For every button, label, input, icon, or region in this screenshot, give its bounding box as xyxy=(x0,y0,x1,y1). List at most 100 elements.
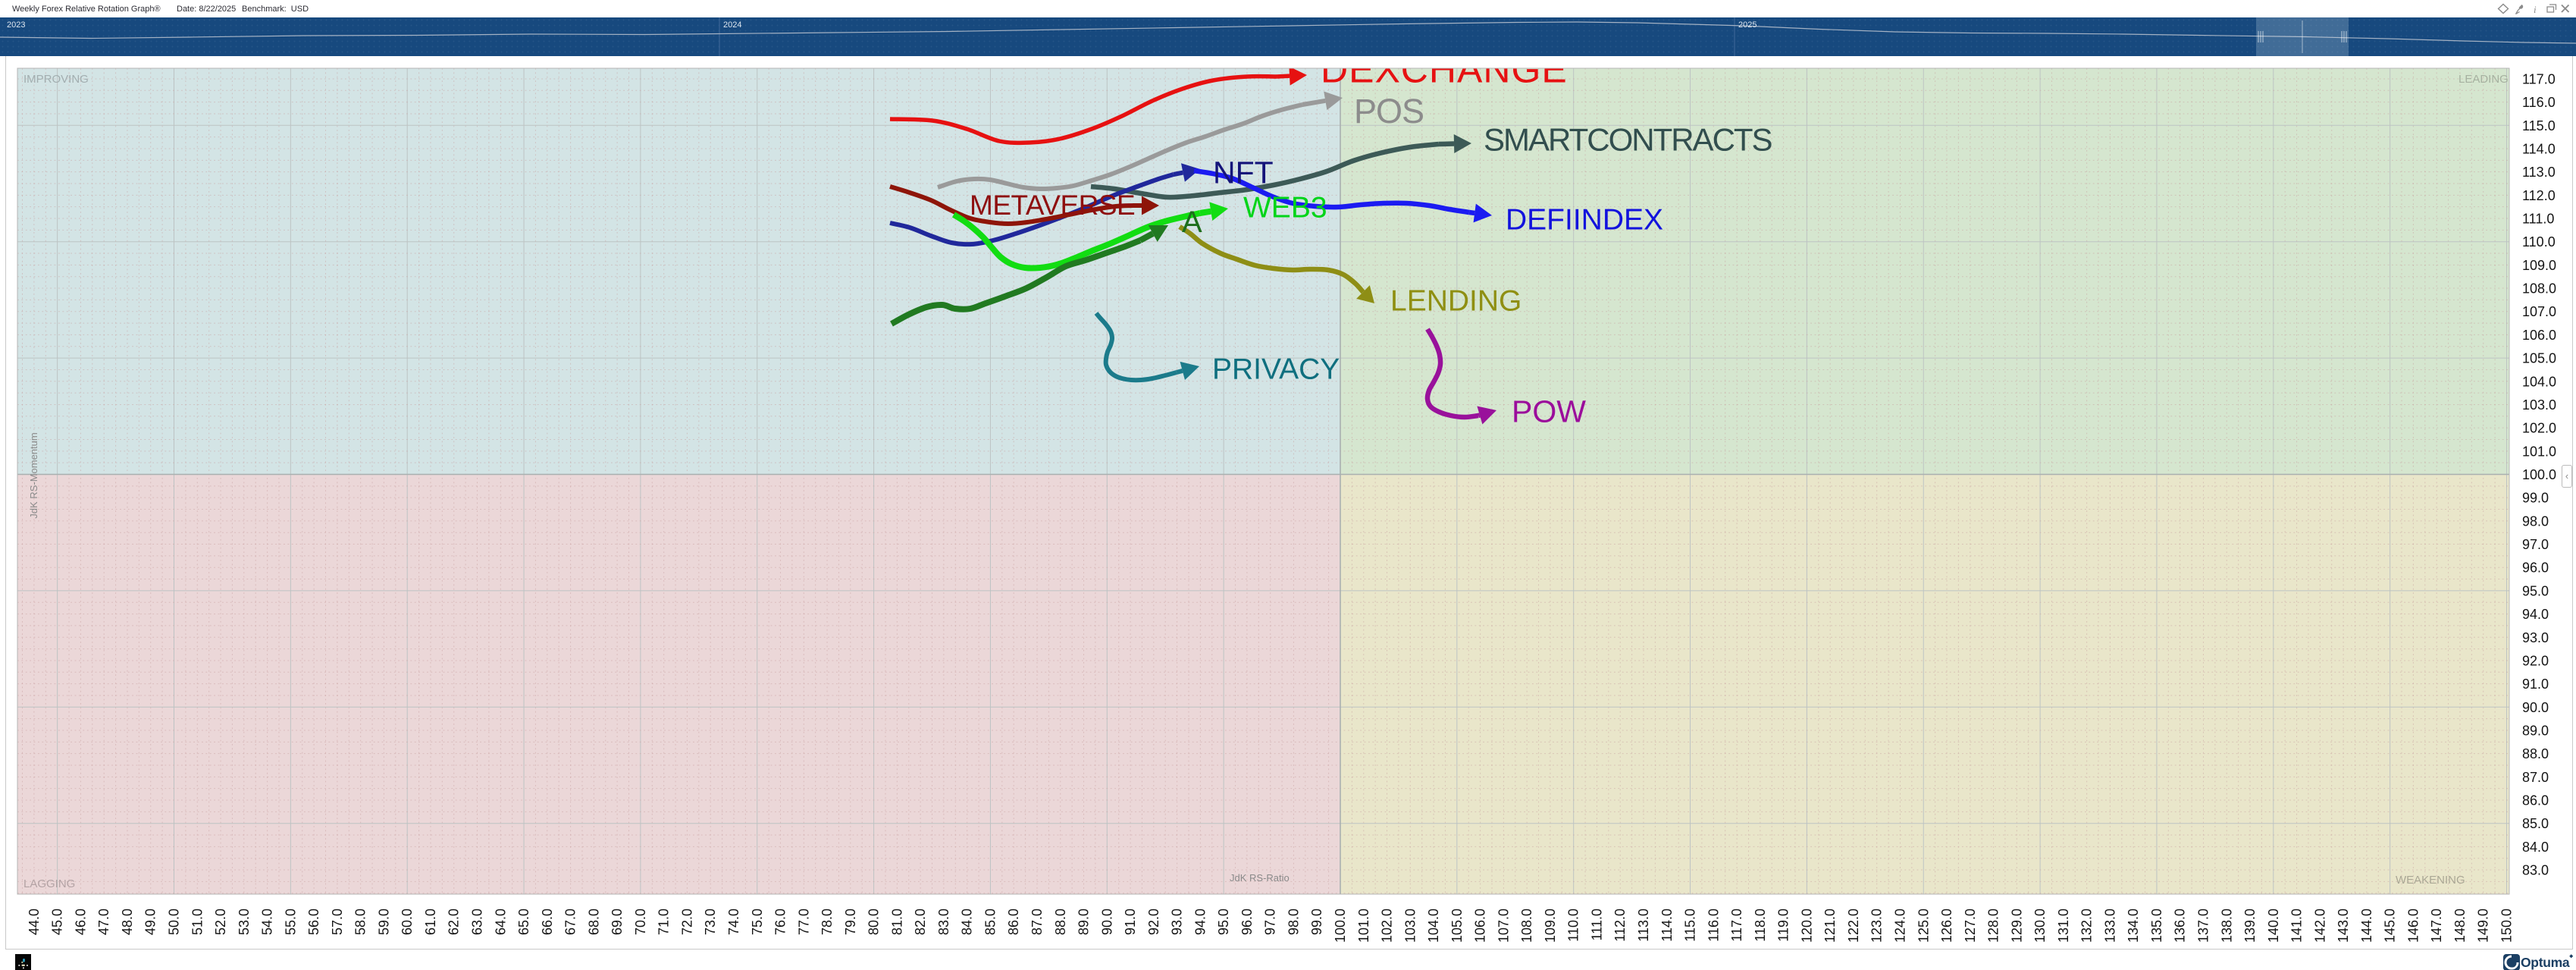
svg-text:101.0: 101.0 xyxy=(2522,444,2556,459)
svg-text:NFT: NFT xyxy=(1213,155,1274,190)
svg-text:114.0: 114.0 xyxy=(1659,909,1675,942)
svg-text:56.0: 56.0 xyxy=(306,909,321,935)
svg-text:53.0: 53.0 xyxy=(237,909,252,935)
svg-text:45.0: 45.0 xyxy=(50,909,65,935)
svg-text:57.0: 57.0 xyxy=(330,909,345,935)
svg-text:146.0: 146.0 xyxy=(2405,909,2421,943)
svg-text:121.0: 121.0 xyxy=(1822,909,1838,943)
svg-text:93.0: 93.0 xyxy=(2522,630,2549,645)
svg-text:84.0: 84.0 xyxy=(2522,840,2549,855)
svg-text:113.0: 113.0 xyxy=(2522,165,2556,180)
svg-text:89.0: 89.0 xyxy=(2522,723,2549,738)
svg-text:81.0: 81.0 xyxy=(889,909,904,935)
svg-text:88.0: 88.0 xyxy=(2522,746,2549,761)
svg-text:66.0: 66.0 xyxy=(540,909,555,935)
svg-text:44.0: 44.0 xyxy=(27,909,42,935)
svg-text:109.0: 109.0 xyxy=(1543,909,1558,943)
svg-text:51.0: 51.0 xyxy=(190,909,205,935)
svg-text:47.0: 47.0 xyxy=(96,909,111,935)
svg-text:90.0: 90.0 xyxy=(2522,700,2549,715)
svg-text:101.0: 101.0 xyxy=(1356,909,1371,943)
svg-text:142.0: 142.0 xyxy=(2312,909,2327,943)
svg-text:100.0: 100.0 xyxy=(1333,909,1348,943)
svg-text:137.0: 137.0 xyxy=(2195,909,2211,943)
svg-text:POW: POW xyxy=(1512,394,1586,428)
svg-text:111.0: 111.0 xyxy=(1589,909,1604,940)
svg-text:108.0: 108.0 xyxy=(2522,281,2556,297)
svg-text:115.0: 115.0 xyxy=(1683,909,1698,942)
svg-text:134.0: 134.0 xyxy=(2126,909,2141,943)
svg-text:127.0: 127.0 xyxy=(1963,909,1978,943)
svg-text:WEB3: WEB3 xyxy=(1243,192,1327,224)
svg-text:128.0: 128.0 xyxy=(1986,909,2001,943)
svg-text:124.0: 124.0 xyxy=(1892,909,1907,943)
svg-text:65.0: 65.0 xyxy=(516,909,531,935)
svg-text:96.0: 96.0 xyxy=(1239,909,1255,935)
svg-text:75.0: 75.0 xyxy=(750,909,765,935)
svg-text:114.0: 114.0 xyxy=(2522,141,2556,156)
svg-text:144.0: 144.0 xyxy=(2359,909,2374,943)
svg-text:77.0: 77.0 xyxy=(796,909,811,935)
svg-text:90.0: 90.0 xyxy=(1099,909,1114,935)
svg-text:122.0: 122.0 xyxy=(1846,909,1861,943)
svg-text:112.0: 112.0 xyxy=(1612,909,1628,942)
svg-text:113.0: 113.0 xyxy=(1636,909,1651,942)
svg-text:138.0: 138.0 xyxy=(2219,909,2234,943)
svg-text:117.0: 117.0 xyxy=(1729,909,1744,942)
svg-text:92.0: 92.0 xyxy=(2522,653,2549,668)
svg-text:73.0: 73.0 xyxy=(703,909,718,935)
svg-text:LENDING: LENDING xyxy=(1390,285,1521,318)
svg-text:107.0: 107.0 xyxy=(1496,909,1511,943)
svg-text:133.0: 133.0 xyxy=(2102,909,2117,943)
svg-text:96.0: 96.0 xyxy=(2522,560,2549,576)
svg-text:89.0: 89.0 xyxy=(1076,909,1092,935)
svg-text:135.0: 135.0 xyxy=(2149,909,2164,943)
svg-text:94.0: 94.0 xyxy=(2522,607,2549,622)
svg-text:68.0: 68.0 xyxy=(586,909,601,935)
svg-text:91.0: 91.0 xyxy=(1123,909,1138,935)
svg-text:54.0: 54.0 xyxy=(260,909,275,935)
svg-text:i: i xyxy=(2534,4,2537,15)
svg-text:145.0: 145.0 xyxy=(2383,909,2398,943)
svg-text:97.0: 97.0 xyxy=(1263,909,1278,935)
svg-text:46.0: 46.0 xyxy=(73,909,88,935)
svg-text:91.0: 91.0 xyxy=(2522,676,2549,692)
svg-text:110.0: 110.0 xyxy=(1566,909,1581,942)
svg-text:117.0: 117.0 xyxy=(2522,71,2556,86)
svg-text:85.0: 85.0 xyxy=(982,909,998,935)
svg-text:59.0: 59.0 xyxy=(376,909,391,935)
svg-text:147.0: 147.0 xyxy=(2429,909,2444,943)
svg-text:126.0: 126.0 xyxy=(1939,909,1954,943)
svg-text:PRIVACY: PRIVACY xyxy=(1212,353,1340,386)
svg-text:52.0: 52.0 xyxy=(213,909,228,935)
svg-text:97.0: 97.0 xyxy=(2522,537,2549,552)
svg-text:136.0: 136.0 xyxy=(2173,909,2188,943)
svg-text:58.0: 58.0 xyxy=(353,909,368,935)
svg-text:DEXCHANGE: DEXCHANGE xyxy=(1321,49,1568,91)
svg-text:55.0: 55.0 xyxy=(283,909,298,935)
svg-text:48.0: 48.0 xyxy=(120,909,135,935)
svg-text:103.0: 103.0 xyxy=(1402,909,1418,943)
svg-text:148.0: 148.0 xyxy=(2452,909,2468,943)
svg-text:129.0: 129.0 xyxy=(2009,909,2024,943)
svg-text:99.0: 99.0 xyxy=(2522,491,2549,506)
svg-text:110.0: 110.0 xyxy=(2522,234,2556,250)
svg-text:79.0: 79.0 xyxy=(843,909,858,935)
svg-text:85.0: 85.0 xyxy=(2522,816,2549,831)
svg-text:115.0: 115.0 xyxy=(2522,118,2556,133)
svg-text:POS: POS xyxy=(1354,92,1424,130)
svg-text:DEFIINDEX: DEFIINDEX xyxy=(1506,204,1663,237)
svg-text:112.0: 112.0 xyxy=(2522,188,2556,203)
svg-text:87.0: 87.0 xyxy=(1029,909,1045,935)
svg-text:125.0: 125.0 xyxy=(1916,909,1931,943)
svg-text:140.0: 140.0 xyxy=(2266,909,2281,943)
svg-text:METAVERSE: METAVERSE xyxy=(970,190,1135,221)
svg-text:83.0: 83.0 xyxy=(936,909,951,935)
svg-text:78.0: 78.0 xyxy=(819,909,835,935)
svg-text:SMARTCONTRACTS: SMARTCONTRACTS xyxy=(1484,122,1772,158)
svg-text:132.0: 132.0 xyxy=(2079,909,2095,943)
svg-text:70.0: 70.0 xyxy=(633,909,648,935)
svg-text:50.0: 50.0 xyxy=(167,909,182,935)
svg-text:116.0: 116.0 xyxy=(2522,95,2556,110)
svg-text:149.0: 149.0 xyxy=(2476,909,2491,943)
